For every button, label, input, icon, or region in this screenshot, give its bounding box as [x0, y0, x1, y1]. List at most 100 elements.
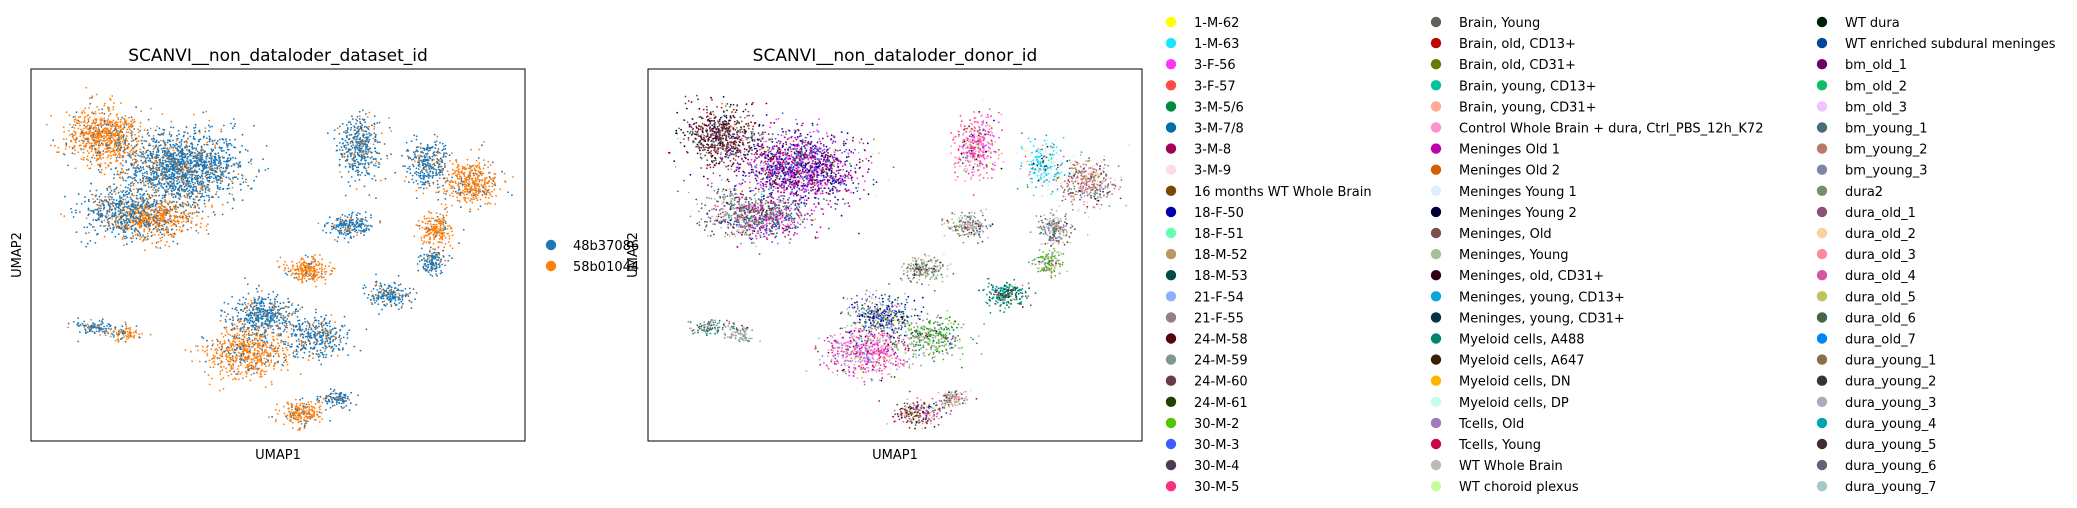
data-point: [454, 190, 457, 193]
data-point: [422, 192, 425, 195]
data-point: [154, 194, 157, 197]
data-point: [117, 226, 120, 229]
data-point: [82, 120, 85, 123]
data-point: [440, 203, 443, 205]
data-point: [380, 179, 382, 182]
data-point: [137, 167, 140, 170]
data-point: [230, 122, 232, 125]
data-point: [92, 198, 94, 201]
data-point: [65, 145, 68, 147]
data-point: [364, 167, 367, 170]
data-point: [318, 267, 321, 270]
data-point: [210, 167, 213, 170]
data-point: [96, 198, 99, 201]
data-point: [439, 159, 441, 161]
data-point: [431, 175, 434, 178]
data-point: [143, 229, 146, 231]
data-point: [368, 138, 371, 141]
data-point: [156, 125, 159, 128]
data-point: [167, 203, 170, 206]
data-point: [114, 202, 117, 205]
data-point: [195, 147, 198, 150]
data-point: [211, 143, 214, 146]
data-point: [326, 132, 329, 135]
data-point: [483, 141, 485, 143]
data-point: [91, 112, 93, 114]
data-point: [484, 177, 486, 179]
data-point: [104, 122, 106, 125]
data-point: [434, 141, 436, 144]
data-point: [158, 127, 161, 130]
data-point: [346, 134, 348, 137]
data-point: [194, 123, 197, 126]
data-point: [111, 208, 113, 211]
data-point: [88, 222, 91, 225]
data-point: [147, 227, 150, 230]
data-point: [458, 187, 460, 189]
data-point: [419, 142, 422, 145]
data-point: [457, 170, 460, 173]
data-point: [104, 120, 107, 123]
data-point: [210, 148, 213, 150]
data-point: [132, 164, 135, 167]
data-point: [142, 155, 145, 157]
data-point: [423, 156, 426, 159]
data-point: [459, 206, 462, 209]
data-point: [197, 183, 200, 186]
data-point: [127, 176, 129, 179]
data-point: [348, 149, 351, 152]
data-point: [471, 169, 474, 172]
data-point: [427, 146, 430, 149]
data-point: [355, 118, 357, 121]
data-point: [97, 138, 100, 140]
data-point: [180, 212, 183, 215]
data-point: [424, 153, 427, 155]
data-point: [358, 128, 360, 131]
data-point: [368, 125, 370, 128]
data-point: [194, 182, 196, 184]
data-point: [147, 238, 149, 240]
data-point: [89, 102, 92, 105]
data-point: [187, 166, 190, 169]
data-point: [130, 149, 133, 151]
data-point: [122, 135, 125, 138]
data-point: [196, 150, 199, 153]
data-point: [155, 167, 157, 170]
data-point: [94, 148, 96, 151]
data-point: [166, 169, 169, 172]
data-point: [225, 176, 228, 179]
data-point: [121, 167, 123, 170]
data-point: [186, 201, 189, 203]
data-point: [156, 161, 159, 164]
data-point: [219, 169, 221, 172]
data-point: [132, 211, 135, 214]
data-point: [98, 154, 100, 157]
data-point: [79, 135, 81, 138]
data-point: [511, 194, 513, 197]
data-point: [200, 149, 203, 152]
data-point: [312, 277, 315, 280]
data-point: [73, 144, 76, 147]
data-point: [307, 264, 310, 267]
data-point: [267, 167, 270, 170]
data-point: [241, 199, 244, 202]
data-point: [418, 174, 420, 177]
data-point: [81, 112, 84, 115]
data-point: [97, 144, 100, 147]
data-point: [109, 227, 112, 230]
data-point: [224, 138, 227, 141]
data-point: [83, 111, 86, 114]
data-point: [170, 235, 173, 238]
data-point: [176, 149, 179, 152]
data-point: [207, 233, 210, 235]
data-point: [177, 197, 180, 200]
data-point: [127, 126, 130, 129]
data-point: [208, 130, 210, 132]
data-point: [186, 149, 189, 152]
data-point: [479, 168, 482, 170]
data-point: [156, 188, 158, 191]
data-point: [407, 150, 410, 152]
data-point: [279, 256, 282, 259]
data-point: [180, 161, 182, 164]
data-point: [100, 163, 102, 165]
